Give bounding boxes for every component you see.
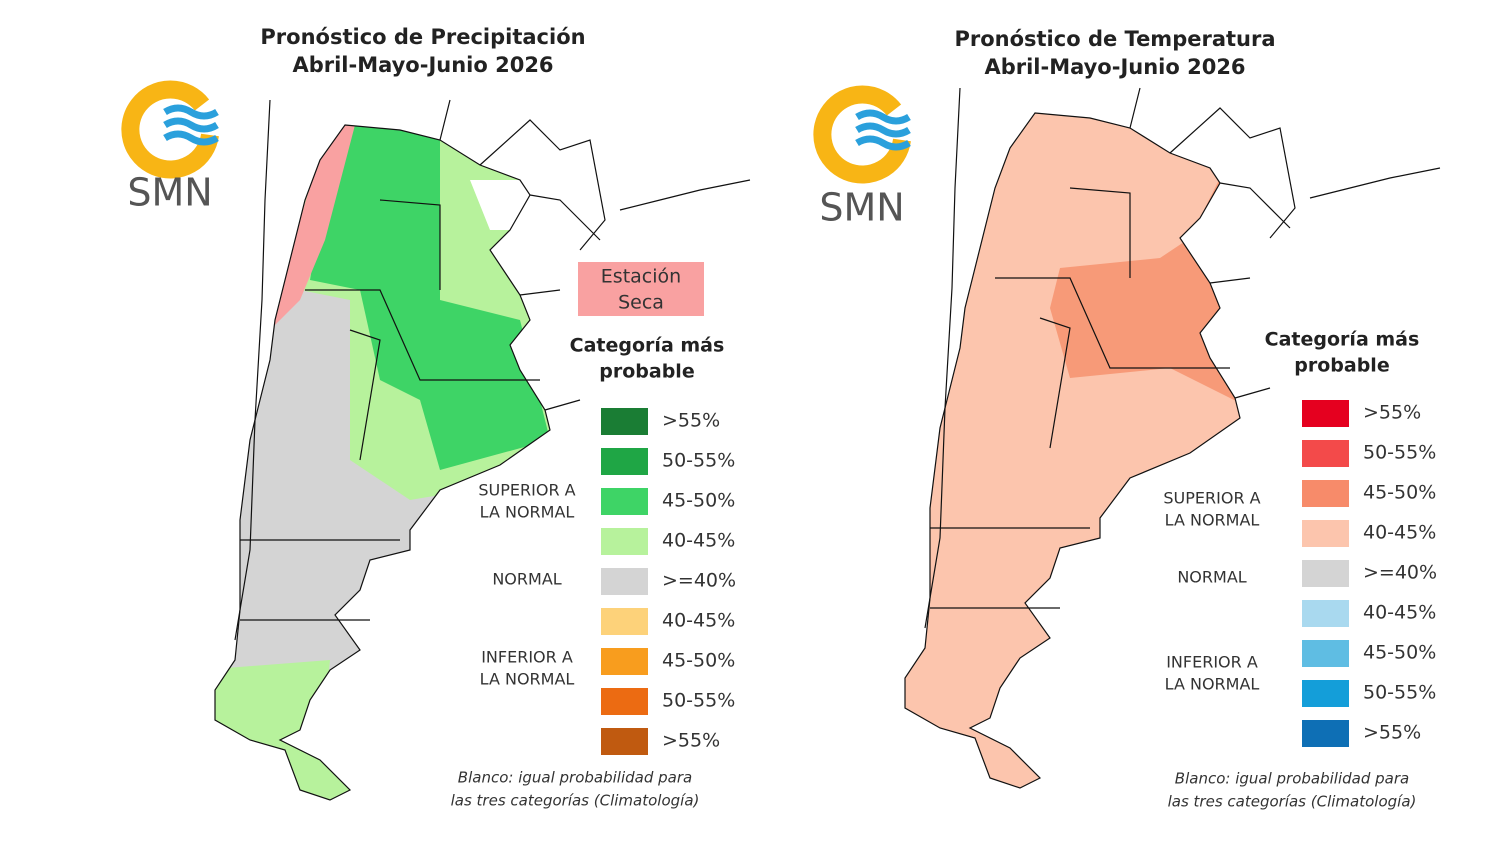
dry-season-box [578,262,704,316]
legend-label: >=40% [1363,562,1437,584]
legend-group: LA NORMAL [1165,511,1260,530]
legend-group: LA NORMAL [480,670,575,689]
region [310,125,550,470]
legend-swatch [1302,720,1349,747]
legend-swatch [1302,560,1349,587]
logo-arc [121,80,219,179]
legend-label: 50-55% [1363,442,1436,464]
logo-wave [163,130,219,146]
legend-swatch [601,608,648,635]
legend-swatch [601,488,648,515]
legend-group: LA NORMAL [480,503,575,522]
panel-title: Abril-Mayo-Junio 2026 [984,55,1245,79]
legend-swatch [1302,520,1349,547]
logo-wave [855,109,911,125]
region [270,125,355,330]
legend-title: probable [599,361,694,383]
legend-label: 50-55% [662,450,735,472]
panel-title: Pronóstico de Temperatura [954,27,1275,51]
legend-swatch [601,648,648,675]
footnote: Blanco: igual probabilidad para [458,769,692,787]
legend-swatch [601,528,648,555]
footnote: Blanco: igual probabilidad para [1175,770,1409,788]
legend-swatch [601,568,648,595]
legend-swatch [601,728,648,755]
legend-label: 45-50% [662,650,735,672]
legend-swatch [601,448,648,475]
legend-swatch [601,688,648,715]
logo-wave [163,104,219,120]
logo-text: SMN [819,186,904,230]
legend-label: 50-55% [1363,682,1436,704]
legend-label: >55% [1363,722,1421,744]
legend-label: >=40% [662,570,736,592]
legend-title: Categoría más [570,335,725,357]
legend-group: SUPERIOR A [1163,489,1260,508]
legend-swatch [1302,680,1349,707]
legend-label: 40-45% [662,530,735,552]
legend-swatch [1302,400,1349,427]
legend-swatch [1302,480,1349,507]
panel-title: Pronóstico de Precipitación [260,25,585,49]
legend-label: 40-45% [1363,522,1436,544]
province-borders [930,187,1230,609]
legend-group: NORMAL [1177,568,1246,587]
legend-label: 45-50% [1363,482,1436,504]
legend-label: 45-50% [662,490,735,512]
map-precipitation [214,99,751,801]
legend-label: >55% [1363,402,1421,424]
legend-swatch [1302,640,1349,667]
legend-label: 45-50% [1363,642,1436,664]
panel-title: Abril-Mayo-Junio 2026 [292,53,553,77]
legend-swatch [601,408,648,435]
legend-swatch [1302,440,1349,467]
legend-label: 40-45% [1363,602,1436,624]
region [215,660,360,800]
dry-season-label: Estación [601,266,681,288]
dry-season-label: Seca [618,292,664,314]
legend-label: >55% [662,730,720,752]
legend-title: probable [1294,355,1389,377]
legend-group: NORMAL [492,570,561,589]
legend-group: INFERIOR A [1166,653,1258,672]
legend-group: SUPERIOR A [478,481,575,500]
legend-group: LA NORMAL [1165,675,1260,694]
logo-arc [813,85,911,184]
legend-title: Categoría más [1265,329,1420,351]
legend-label: 50-55% [662,690,735,712]
logo-wave [855,135,911,151]
legend-label: >55% [662,410,720,432]
footnote: las tres categorías (Climatología) [451,792,700,810]
footnote: las tres categorías (Climatología) [1168,793,1417,811]
legend-label: 40-45% [662,610,735,632]
logo-wave [163,117,219,133]
legend-group: INFERIOR A [481,648,573,667]
logo-text: SMN [127,171,212,215]
province-borders [240,199,540,621]
legend-swatch [1302,600,1349,627]
logo-wave [855,122,911,138]
